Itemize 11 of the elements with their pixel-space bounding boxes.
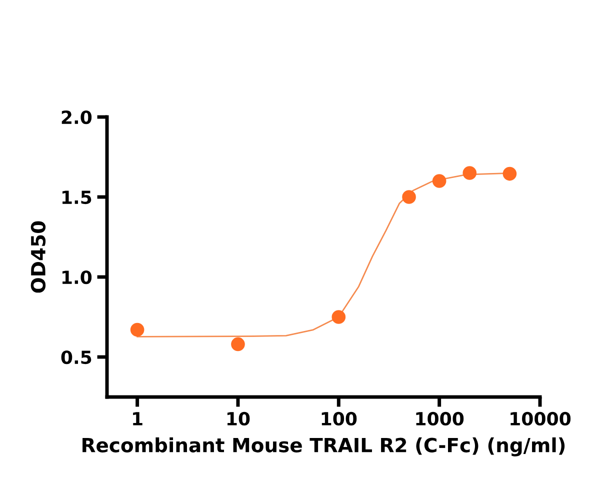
y-axis-title: OD450 [30, 221, 46, 293]
y-tick-label: 1.0 [62, 270, 92, 284]
y-tick-label: 0.5 [61, 350, 92, 364]
x-tick-label: 10000 [510, 412, 571, 426]
x-tick-label: 1000 [416, 412, 464, 426]
x-tick-label: 10 [227, 412, 250, 426]
x-tick-label: 1 [133, 412, 142, 426]
x-tick-label: 100 [322, 412, 357, 426]
y-tick-label: 1.5 [62, 190, 92, 204]
y-tick-label: 2.0 [62, 110, 92, 124]
x-axis-title: Recombinant Mouse TRAIL R2 (C-Fc) (ng/ml) [82, 437, 565, 456]
